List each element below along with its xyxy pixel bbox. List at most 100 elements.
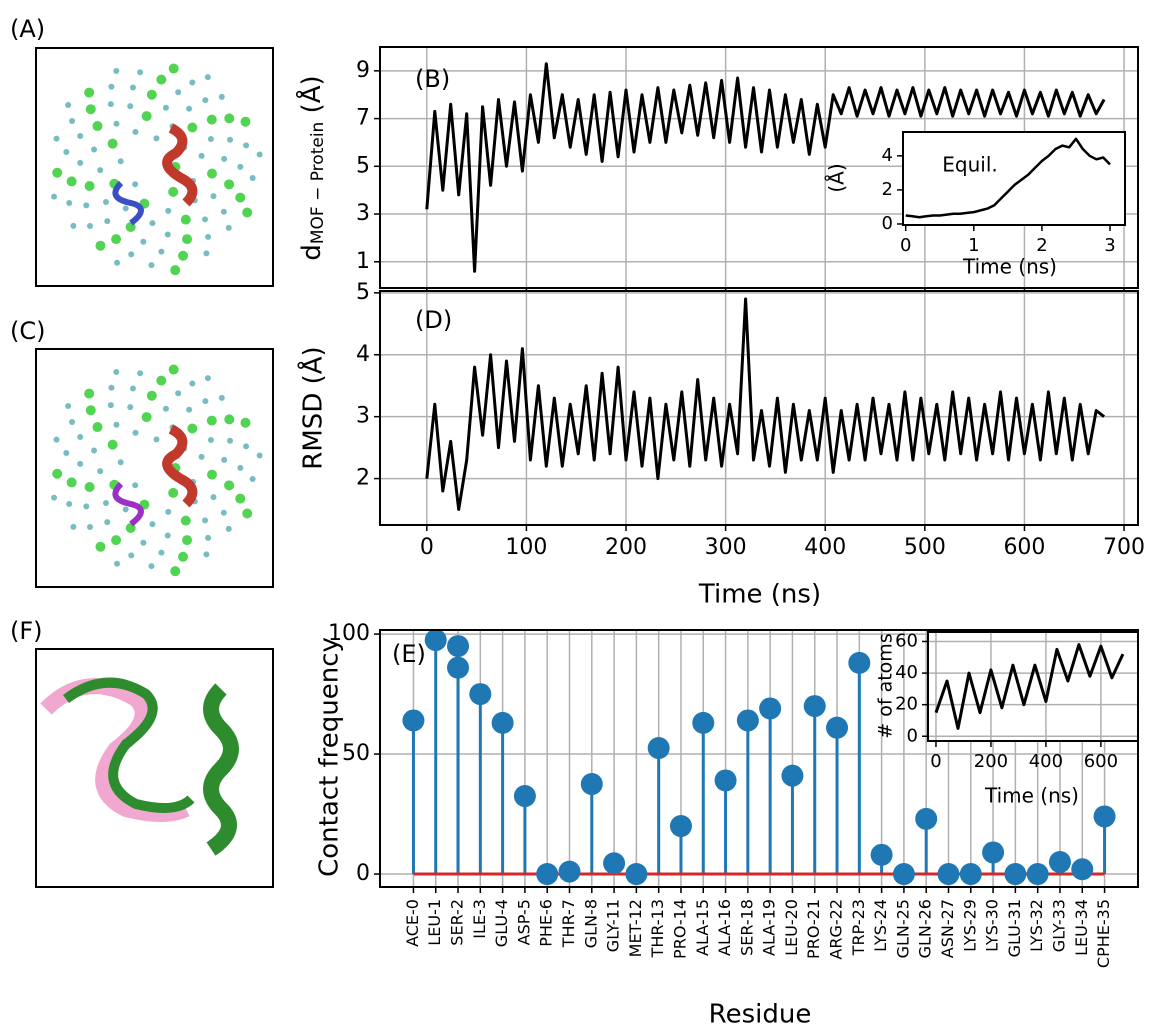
atom	[257, 453, 263, 459]
atom	[148, 262, 154, 268]
x-tick-label: THR-13	[648, 899, 667, 958]
atom	[95, 241, 105, 251]
atom	[175, 89, 181, 95]
atom	[137, 370, 143, 376]
atom	[63, 149, 69, 155]
atom	[87, 524, 93, 530]
x-tick-label: 0	[930, 751, 941, 772]
x-tick-label: 400	[804, 535, 846, 560]
atom	[92, 121, 102, 131]
atom	[168, 187, 178, 197]
atom	[77, 434, 83, 440]
atom	[178, 251, 188, 261]
y-tick-label: 9	[356, 58, 370, 83]
atom	[235, 193, 245, 203]
atom	[207, 470, 217, 480]
atom	[108, 385, 114, 391]
atom	[104, 218, 110, 224]
atom	[52, 168, 62, 178]
x-tick-label: SER-2	[448, 899, 467, 946]
stem-marker	[960, 863, 982, 885]
y-axis-label: Contact frequency	[315, 637, 345, 877]
stem-marker	[1027, 863, 1049, 885]
atom	[51, 495, 57, 501]
atom	[111, 234, 121, 244]
stem-marker	[781, 765, 803, 787]
atom	[69, 419, 75, 425]
atom	[207, 416, 217, 426]
atom	[83, 503, 89, 509]
panel-label: (B)	[415, 65, 450, 93]
stem-marker	[469, 683, 491, 705]
y-tick-label: 5	[356, 280, 370, 305]
atom	[114, 561, 120, 567]
stem-marker	[514, 785, 536, 807]
stem-marker	[402, 709, 424, 731]
atom	[168, 488, 178, 498]
x-tick-label: GLN-26	[916, 899, 935, 958]
atom	[108, 101, 114, 107]
stem-marker	[559, 861, 581, 883]
x-tick-label: 200	[605, 535, 647, 560]
atom	[202, 97, 208, 103]
atom	[170, 566, 180, 576]
atom	[210, 193, 216, 199]
atom	[207, 169, 217, 179]
stem-marker	[425, 629, 447, 651]
stem-marker	[1094, 805, 1116, 827]
atom	[70, 223, 76, 229]
atom	[202, 398, 208, 404]
y-tick-label: 20	[895, 694, 918, 715]
stem-marker	[625, 863, 647, 885]
x-tick-label: SER-18	[737, 899, 756, 956]
atom	[208, 437, 214, 443]
y-axis-label: (Å)	[825, 163, 849, 192]
stem-marker	[804, 695, 826, 717]
panel-label: (C)	[10, 317, 45, 345]
atom	[202, 216, 208, 222]
x-tick-label: ASP-5	[514, 899, 533, 945]
atom	[103, 199, 109, 205]
atom	[91, 146, 97, 152]
x-tick-label: PHE-6	[537, 899, 556, 947]
panel-label: (D)	[415, 306, 452, 334]
plot-panel: 23450100200300400500600700(D)RMSD (Å)Tim…	[297, 280, 1146, 610]
atom	[207, 115, 217, 125]
atom	[113, 121, 119, 127]
x-tick-label: GLN-8	[581, 899, 600, 948]
stem-marker	[1071, 858, 1093, 880]
atom	[205, 535, 211, 541]
atom	[199, 454, 205, 460]
x-tick-label: LYS-32	[1027, 899, 1046, 952]
x-tick-label: LEU-34	[1072, 899, 1091, 956]
stem-marker	[536, 863, 558, 885]
stem-marker	[982, 841, 1004, 863]
x-tick-label: GLN-25	[893, 899, 912, 958]
panel-label: (A)	[10, 15, 45, 43]
atom	[205, 234, 211, 240]
atom	[178, 552, 188, 562]
atom	[130, 85, 136, 91]
atom	[257, 152, 263, 158]
atom	[86, 405, 96, 415]
y-tick-label: 5	[356, 153, 370, 178]
atom	[243, 443, 249, 449]
plot-area	[903, 132, 1125, 225]
atom	[127, 404, 133, 410]
atom	[140, 540, 146, 546]
atom	[69, 118, 75, 124]
atom	[221, 209, 227, 215]
atom	[66, 501, 72, 507]
atom	[202, 517, 208, 523]
atom	[113, 369, 119, 375]
atom	[132, 181, 138, 187]
atom	[205, 74, 211, 80]
stem-marker	[581, 773, 603, 795]
x-tick-label: 600	[1003, 535, 1045, 560]
atom	[70, 524, 76, 530]
atom	[237, 164, 243, 170]
stem-marker	[670, 815, 692, 837]
y-tick-label: 4	[882, 145, 893, 166]
atom	[158, 550, 164, 556]
x-tick-label: ALA-19	[760, 899, 779, 956]
